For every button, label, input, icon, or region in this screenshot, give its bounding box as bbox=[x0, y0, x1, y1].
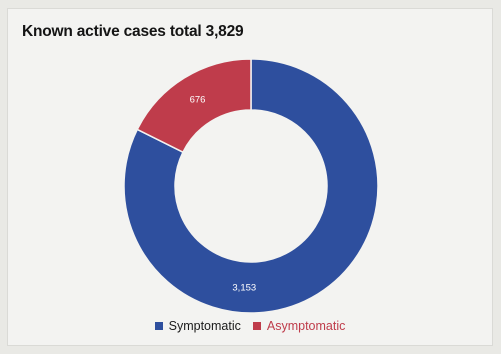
chart-title: Known active cases total 3,829 bbox=[22, 23, 244, 40]
donut-chart: 3,153 676 bbox=[123, 58, 379, 314]
slice-symptomatic[interactable] bbox=[123, 58, 379, 314]
legend-item-asymptomatic[interactable]: Asymptomatic bbox=[252, 319, 346, 333]
legend-swatch-asymptomatic bbox=[252, 322, 261, 330]
legend-swatch-symptomatic bbox=[154, 322, 163, 330]
chart-card: Known active cases total 3,829 3,153 676 … bbox=[7, 8, 493, 346]
legend-item-symptomatic[interactable]: Symptomatic bbox=[154, 319, 241, 333]
chart-legend: Symptomatic Asymptomatic bbox=[8, 319, 492, 333]
data-label-asymptomatic: 676 bbox=[190, 95, 206, 106]
slice-asymptomatic[interactable] bbox=[136, 58, 252, 154]
legend-label-symptomatic: Symptomatic bbox=[168, 319, 241, 333]
legend-label-asymptomatic: Asymptomatic bbox=[266, 319, 346, 333]
data-label-symptomatic: 3,153 bbox=[232, 282, 256, 293]
